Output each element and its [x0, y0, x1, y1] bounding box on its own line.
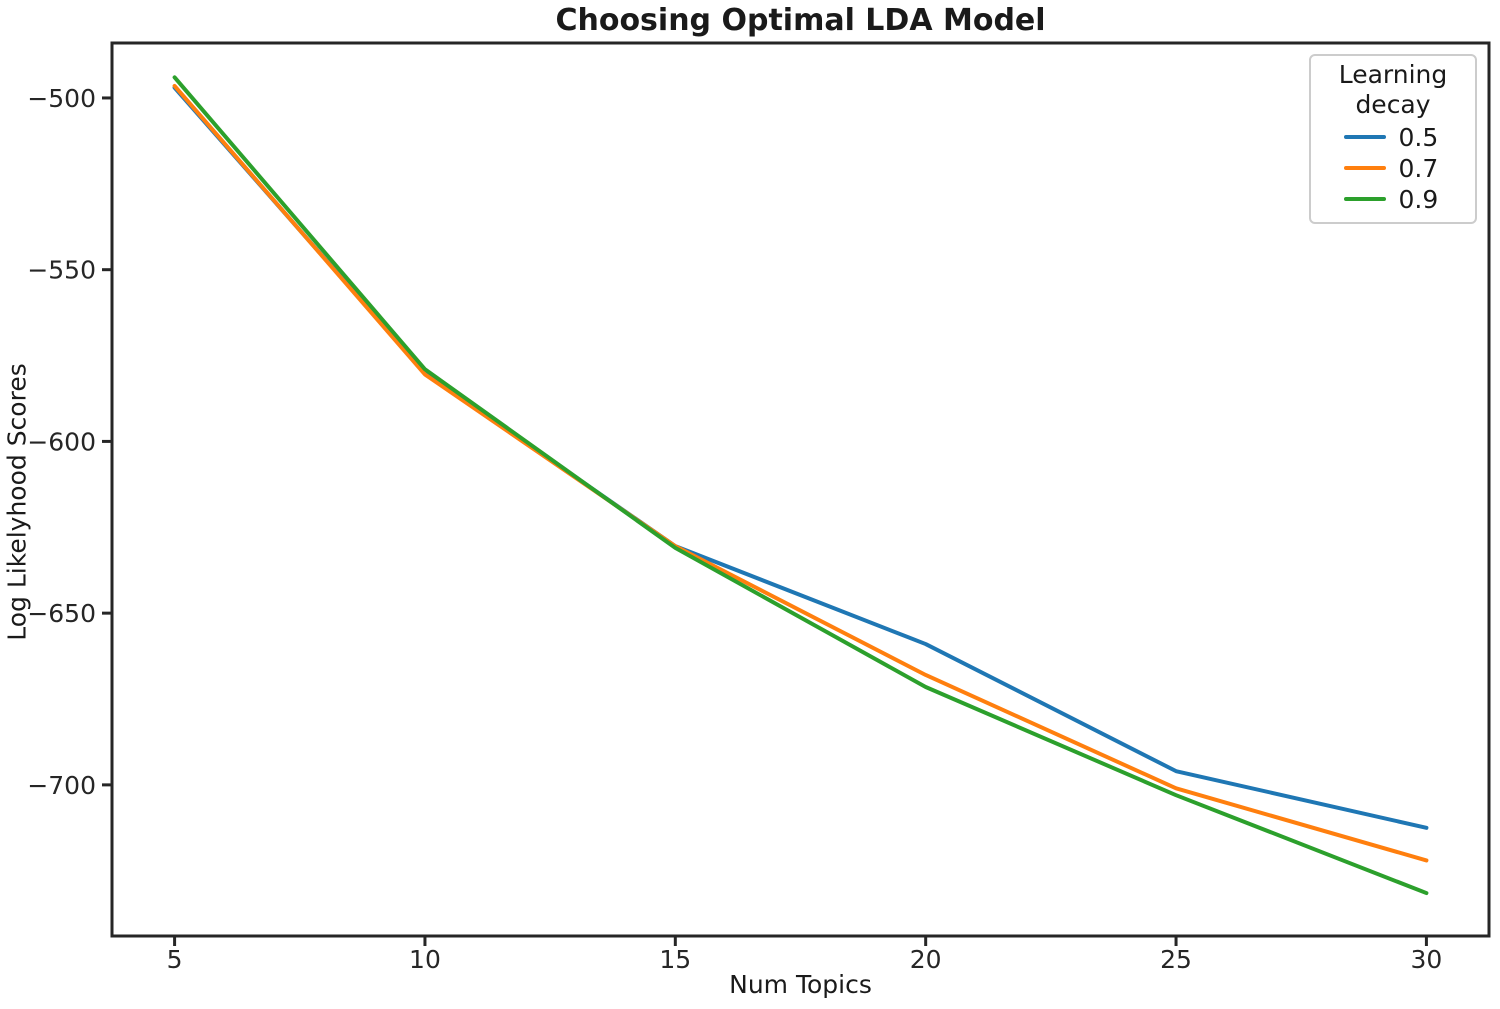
- legend-label-0.7: 0.7: [1398, 153, 1439, 183]
- plot-spines: [110, 41, 1491, 938]
- x-tick-label: 10: [409, 945, 441, 974]
- legend-label-0.5: 0.5: [1398, 122, 1439, 152]
- legend-line-swatch-blue: [1343, 135, 1386, 139]
- series-line-0.9: [172, 75, 1429, 896]
- legend: Learning decay 0.5 0.7 0.9: [1309, 54, 1477, 224]
- y-axis-label: Log Likelyhood Scores: [2, 363, 32, 641]
- legend-line-swatch-orange: [1343, 166, 1386, 170]
- legend-title: Learning decay: [1338, 60, 1448, 119]
- y-tick-label: −700: [27, 771, 96, 800]
- chart-title: Choosing Optimal LDA Model: [555, 3, 1046, 38]
- x-tick-label: 15: [659, 945, 691, 974]
- legend-label-0.9: 0.9: [1398, 184, 1439, 214]
- x-tick-label: 20: [910, 945, 942, 974]
- y-tick-label: −600: [27, 427, 96, 456]
- y-tick-label: −500: [27, 84, 96, 113]
- legend-item-0.5: 0.5: [1319, 122, 1467, 152]
- x-axis-label: Num Topics: [729, 970, 872, 999]
- series-line-0.5: [172, 85, 1429, 830]
- series-line-0.7: [172, 83, 1429, 863]
- x-tick-label: 25: [1160, 945, 1192, 974]
- y-tick-label: −650: [27, 599, 96, 628]
- x-tick-label: 30: [1411, 945, 1443, 974]
- legend-line-swatch-green: [1343, 197, 1386, 201]
- y-tick-label: −550: [27, 256, 96, 285]
- x-tick-label: 5: [167, 945, 183, 974]
- legend-item-0.9: 0.9: [1319, 184, 1467, 214]
- legend-item-0.7: 0.7: [1319, 153, 1467, 183]
